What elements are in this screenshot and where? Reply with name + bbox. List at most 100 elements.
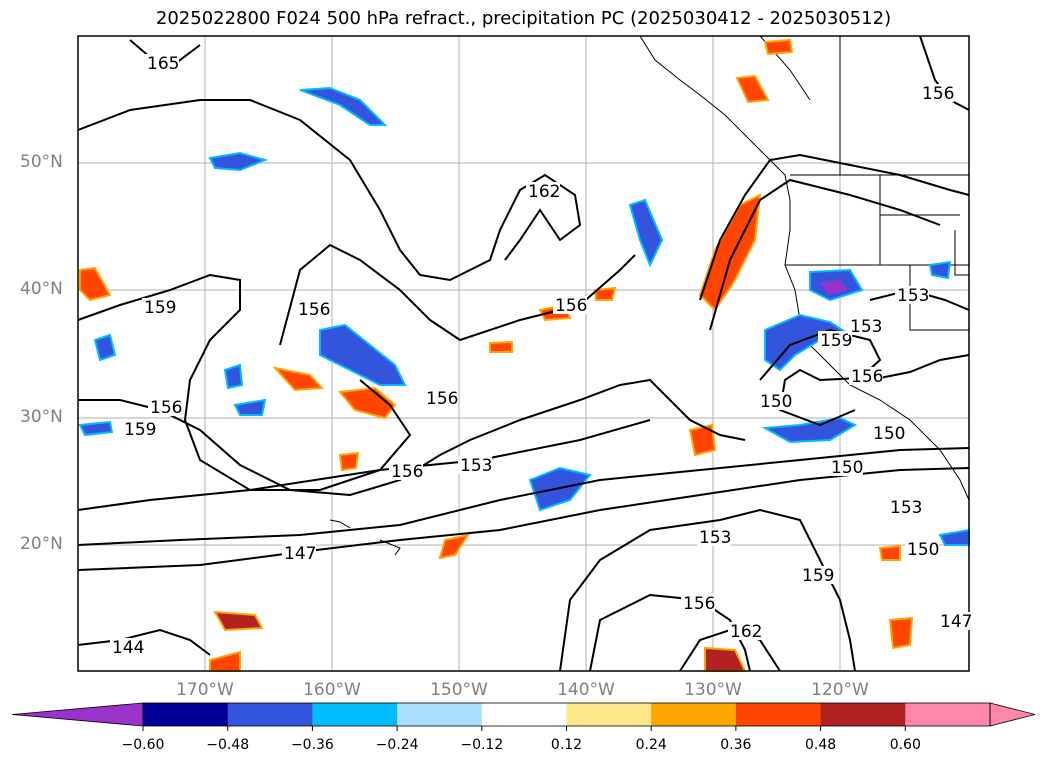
lon-label-120w: 120°W bbox=[811, 680, 869, 700]
colorbar-segment bbox=[481, 703, 567, 726]
contour-label: 147 bbox=[284, 544, 316, 564]
lon-label-140w: 140°W bbox=[557, 680, 615, 700]
contour-label-bg bbox=[553, 296, 587, 314]
contour-label: 159 bbox=[124, 420, 156, 440]
colorbar-tick-label: −0.36 bbox=[290, 737, 334, 753]
colorbar-tick-label: 0.36 bbox=[720, 737, 752, 753]
contour-label: 150 bbox=[907, 540, 939, 560]
contour-label-bg bbox=[849, 367, 883, 385]
colorbar-segment bbox=[397, 703, 483, 726]
contour-label-bg bbox=[758, 392, 792, 410]
contour-153-mid bbox=[77, 419, 651, 511]
contour-label: 156 bbox=[851, 367, 883, 387]
lon-label-150w: 150°W bbox=[430, 680, 488, 700]
contour-label-bg bbox=[895, 286, 929, 304]
colorbar-tick-label: −0.60 bbox=[121, 737, 165, 753]
colorbar-segment bbox=[820, 703, 906, 726]
lon-label-170w: 170°W bbox=[176, 680, 234, 700]
contour-label: 144 bbox=[112, 638, 144, 658]
contour-label: 159 bbox=[820, 331, 852, 351]
contour-label-bg bbox=[697, 528, 731, 546]
contour-150-mid bbox=[77, 447, 970, 546]
contour-label: 162 bbox=[730, 622, 762, 642]
negative-anomaly bbox=[319, 323, 407, 386]
contour-label-bg bbox=[458, 456, 492, 474]
contour-label-bg bbox=[110, 638, 144, 656]
positive-anomaly bbox=[213, 610, 264, 632]
lat-label-20n: 20°N bbox=[20, 534, 63, 554]
positive-anomaly bbox=[338, 451, 360, 472]
contour-label: 153 bbox=[890, 498, 922, 518]
negative-anomaly bbox=[761, 416, 858, 444]
contour-label-bg bbox=[818, 331, 852, 349]
contour-label: 150 bbox=[760, 392, 792, 412]
colorbar-extend-low bbox=[11, 702, 144, 727]
contour-label-bg bbox=[800, 566, 834, 584]
contour-156-mid bbox=[78, 378, 746, 497]
negative-anomaly bbox=[928, 260, 952, 280]
colorbar-tick-label: −0.24 bbox=[375, 737, 419, 753]
colorbar-segment bbox=[312, 703, 398, 726]
colorbar-segment bbox=[143, 703, 229, 726]
strong-negative-anomaly bbox=[820, 280, 848, 295]
positive-anomaly bbox=[79, 266, 112, 302]
lat-label-30n: 30°N bbox=[20, 407, 63, 427]
lat-label-50n: 50°N bbox=[20, 152, 63, 172]
contour-label-bg bbox=[148, 398, 182, 416]
contour-156-east bbox=[709, 178, 941, 331]
contour-label: 153 bbox=[850, 317, 882, 337]
contour-label-bg bbox=[728, 622, 762, 640]
colorbar-segment bbox=[651, 703, 737, 726]
contour-label-bg bbox=[888, 498, 922, 516]
colorbar-extend-high bbox=[989, 702, 1036, 727]
colorbar bbox=[11, 702, 1036, 731]
graticule bbox=[78, 36, 969, 671]
contour-label: 156 bbox=[426, 389, 458, 409]
lon-label-160w: 160°W bbox=[303, 680, 361, 700]
negative-anomaly bbox=[628, 198, 664, 268]
colorbar-tick-label: 0.48 bbox=[805, 737, 837, 753]
colorbar-tick-label: 0.12 bbox=[550, 737, 583, 753]
positive-anomaly bbox=[888, 616, 914, 650]
positive-anomaly bbox=[489, 340, 513, 353]
north-america-coastline bbox=[639, 35, 970, 501]
map-frame bbox=[77, 35, 970, 672]
contour-label-bg bbox=[829, 458, 863, 476]
colorbar-tick-label: 0.24 bbox=[635, 737, 667, 753]
state-borders bbox=[785, 174, 969, 331]
contour-label-bg bbox=[122, 420, 156, 438]
contour-label: 153 bbox=[460, 456, 492, 476]
contour-label: 156 bbox=[298, 300, 330, 320]
positive-anomaly bbox=[688, 423, 717, 457]
positive-anomaly bbox=[272, 366, 325, 392]
contour-label-bg bbox=[905, 540, 939, 558]
negative-anomaly bbox=[299, 86, 388, 126]
contour-162 bbox=[77, 99, 582, 282]
contour-label: 153 bbox=[699, 528, 731, 548]
colorbar-tick-label: −0.48 bbox=[206, 737, 250, 753]
contour-label: 162 bbox=[528, 182, 560, 202]
colorbar-tick-label: 0.60 bbox=[889, 737, 921, 753]
map-title: 2025022800 F024 500 hPa refract., precip… bbox=[155, 8, 892, 29]
contour-label: 156 bbox=[555, 296, 587, 316]
colorbar-segment bbox=[566, 703, 652, 726]
contour-label-bg bbox=[920, 84, 954, 102]
colorbar-segment bbox=[905, 703, 991, 726]
contour-144 bbox=[77, 628, 211, 656]
contour-label: 156 bbox=[683, 594, 715, 614]
contour-153-south bbox=[559, 508, 856, 672]
positive-anomaly bbox=[593, 286, 617, 301]
map-background bbox=[78, 36, 969, 671]
contour-label: 150 bbox=[873, 424, 905, 444]
contour-label-bg bbox=[526, 182, 560, 200]
contour-label-group: 165 162 159 159 156 156 156 156 156 156 … bbox=[110, 54, 972, 658]
positive-anomaly bbox=[763, 38, 794, 56]
contour-label: 159 bbox=[144, 298, 176, 318]
coastlines bbox=[329, 35, 970, 556]
positive-anomaly bbox=[438, 533, 471, 560]
contour-label-bg bbox=[938, 612, 972, 630]
contour-label-bg bbox=[296, 300, 330, 318]
contour-label: 156 bbox=[150, 398, 182, 418]
contour-label: 159 bbox=[802, 566, 834, 586]
